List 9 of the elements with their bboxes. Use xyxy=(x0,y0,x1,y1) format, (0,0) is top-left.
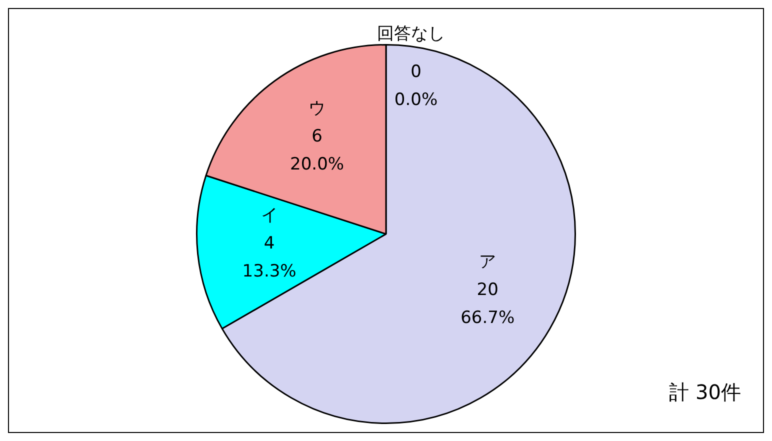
data-label: 6 20.0% xyxy=(290,126,344,174)
data-label: 4 13.3% xyxy=(242,234,296,282)
category-label: 回答なし xyxy=(377,24,445,44)
data-label: 20 66.7% xyxy=(460,280,515,328)
text: 0 0.0% xyxy=(394,62,438,110)
slice-label: ア xyxy=(479,252,496,272)
slice-label: ウ xyxy=(308,98,326,118)
text: 計 30件 xyxy=(669,379,741,406)
slice-label: イ xyxy=(260,206,278,226)
